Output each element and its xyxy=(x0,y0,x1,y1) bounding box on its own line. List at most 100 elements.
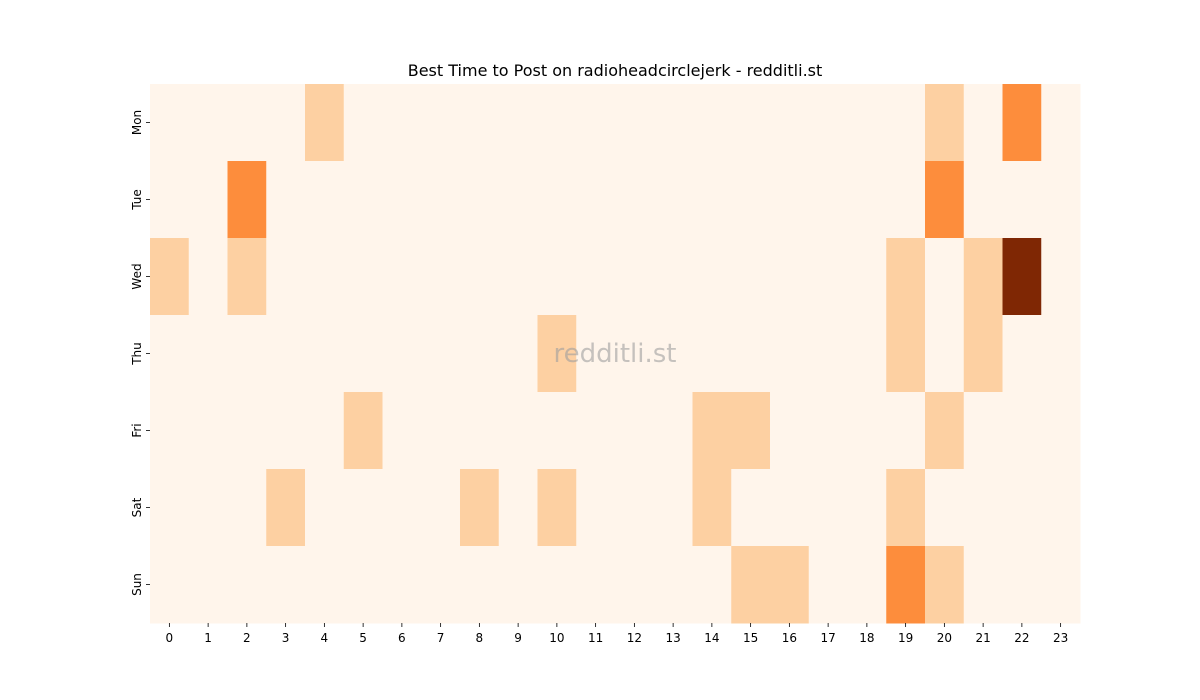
heatmap-cell-sun-17 xyxy=(808,546,848,624)
y-tick-label: Thu xyxy=(130,342,144,366)
heatmap-cell-sat-7 xyxy=(421,469,461,547)
heatmap-cell-sat-20 xyxy=(925,469,965,547)
heatmap-cell-wed-13 xyxy=(653,238,693,316)
watermark: redditli.st xyxy=(554,339,677,369)
y-tick-label: Fri xyxy=(130,423,144,437)
heatmap-cell-thu-21 xyxy=(963,315,1003,393)
heatmap-cell-thu-9 xyxy=(498,315,538,393)
heatmap-cell-sat-13 xyxy=(653,469,693,547)
heatmap-cell-sat-23 xyxy=(1041,469,1081,547)
heatmap-cell-wed-14 xyxy=(692,238,732,316)
x-tick-label: 8 xyxy=(476,631,484,645)
y-tick-label: Wed xyxy=(130,263,144,289)
heatmap-cell-mon-15 xyxy=(731,84,771,162)
heatmap-cell-tue-22 xyxy=(1002,161,1042,239)
heatmap-cell-wed-12 xyxy=(615,238,655,316)
x-tick-label: 19 xyxy=(898,631,913,645)
heatmap-cell-tue-9 xyxy=(498,161,538,239)
y-axis: Mon Tue Wed Thu Fri Sat Sun xyxy=(130,110,150,596)
heatmap-cell-sun-23 xyxy=(1041,546,1081,624)
heatmap-cell-thu-11 xyxy=(576,315,616,393)
x-tick-label: 14 xyxy=(704,631,719,645)
x-tick-label: 11 xyxy=(588,631,603,645)
heatmap-cell-tue-4 xyxy=(305,161,345,239)
heatmap-cell-tue-13 xyxy=(653,161,693,239)
heatmap-cell-wed-22 xyxy=(1002,238,1042,316)
heatmap-cell-mon-17 xyxy=(808,84,848,162)
heatmap-cell-mon-13 xyxy=(653,84,693,162)
heatmap-cell-sun-14 xyxy=(692,546,732,624)
heatmap-cell-fri-1 xyxy=(188,392,228,470)
heatmap-cell-thu-7 xyxy=(421,315,461,393)
heatmap-cell-wed-15 xyxy=(731,238,771,316)
heatmap-cell-mon-5 xyxy=(343,84,383,162)
heatmap-cell-thu-17 xyxy=(808,315,848,393)
x-tick-label: 0 xyxy=(166,631,174,645)
heatmap-cell-mon-11 xyxy=(576,84,616,162)
heatmap-cell-mon-0 xyxy=(150,84,190,162)
y-tick-label: Mon xyxy=(130,110,144,135)
heatmap-cell-tue-17 xyxy=(808,161,848,239)
heatmap-cell-fri-11 xyxy=(576,392,616,470)
heatmap-cell-sat-1 xyxy=(188,469,228,547)
heatmap-cell-mon-7 xyxy=(421,84,461,162)
heatmap-cell-sun-3 xyxy=(266,546,306,624)
heatmap-cell-fri-6 xyxy=(382,392,422,470)
heatmap-cell-thu-3 xyxy=(266,315,306,393)
heatmap-cell-tue-14 xyxy=(692,161,732,239)
heatmap-cell-fri-7 xyxy=(421,392,461,470)
heatmap-cell-mon-14 xyxy=(692,84,732,162)
heatmap-cell-tue-3 xyxy=(266,161,306,239)
heatmap-cell-tue-0 xyxy=(150,161,190,239)
heatmap-cell-sun-7 xyxy=(421,546,461,624)
heatmap-cell-mon-4 xyxy=(305,84,345,162)
heatmap-cell-wed-16 xyxy=(770,238,810,316)
heatmap-cell-sat-4 xyxy=(305,469,345,547)
heatmap-cell-sun-10 xyxy=(537,546,577,624)
heatmap-cell-wed-4 xyxy=(305,238,345,316)
heatmap-cell-thu-14 xyxy=(692,315,732,393)
heatmap-cell-tue-21 xyxy=(963,161,1003,239)
heatmap-cell-sun-13 xyxy=(653,546,693,624)
heatmap-cell-sun-4 xyxy=(305,546,345,624)
heatmap-cell-thu-1 xyxy=(188,315,228,393)
heatmap-cell-mon-21 xyxy=(963,84,1003,162)
x-tick-label: 20 xyxy=(937,631,952,645)
heatmap-cell-mon-18 xyxy=(847,84,887,162)
heatmap-cell-mon-2 xyxy=(227,84,267,162)
heatmap-cell-thu-10 xyxy=(537,315,577,393)
heatmap-cell-sat-3 xyxy=(266,469,306,547)
heatmap-cell-sun-0 xyxy=(150,546,190,624)
heatmap-cell-thu-12 xyxy=(615,315,655,393)
x-tick-label: 18 xyxy=(859,631,874,645)
heatmap-cell-wed-3 xyxy=(266,238,306,316)
x-tick-label: 3 xyxy=(282,631,290,645)
heatmap-cell-wed-0 xyxy=(150,238,190,316)
x-tick-label: 22 xyxy=(1014,631,1029,645)
heatmap-cell-wed-9 xyxy=(498,238,538,316)
chart-title: Best Time to Post on radioheadcirclejerk… xyxy=(408,61,823,80)
heatmap-cell-thu-8 xyxy=(460,315,500,393)
heatmap-cell-tue-19 xyxy=(886,161,926,239)
heatmap-cell-mon-23 xyxy=(1041,84,1081,162)
heatmap-cell-mon-12 xyxy=(615,84,655,162)
heatmap-cell-sat-18 xyxy=(847,469,887,547)
heatmap-cell-fri-2 xyxy=(227,392,267,470)
heatmap-cell-mon-16 xyxy=(770,84,810,162)
heatmap-cell-thu-16 xyxy=(770,315,810,393)
heatmap-cell-mon-20 xyxy=(925,84,965,162)
x-tick-label: 2 xyxy=(243,631,251,645)
heatmap-cell-tue-11 xyxy=(576,161,616,239)
x-tick-label: 13 xyxy=(665,631,680,645)
heatmap-cell-fri-3 xyxy=(266,392,306,470)
heatmap-cell-sat-8 xyxy=(460,469,500,547)
heatmap-cell-wed-20 xyxy=(925,238,965,316)
heatmap-cell-fri-19 xyxy=(886,392,926,470)
heatmap-cell-thu-5 xyxy=(343,315,383,393)
heatmap-cell-sun-22 xyxy=(1002,546,1042,624)
heatmap-cell-fri-17 xyxy=(808,392,848,470)
heatmap-cell-wed-2 xyxy=(227,238,267,316)
heatmap-cell-wed-23 xyxy=(1041,238,1081,316)
heatmap-cell-sat-17 xyxy=(808,469,848,547)
